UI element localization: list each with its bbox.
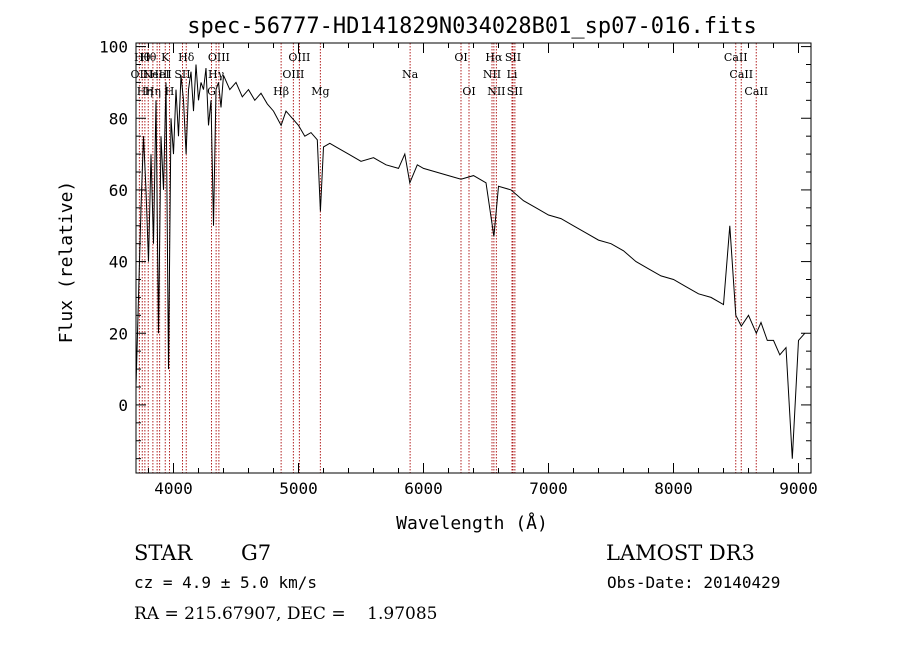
survey-name: LAMOST DR3: [606, 541, 755, 565]
coordinates: RA = 215.67907, DEC = 1.97085: [134, 604, 437, 624]
y-axis-ticks: 0 20 40 60 80 100: [99, 38, 811, 460]
y-tick-label: 0: [118, 396, 128, 415]
y-tick-label: 20: [109, 324, 128, 343]
line-marker-label: OIII: [208, 51, 230, 64]
line-marker-label: H: [165, 85, 175, 98]
plot-area: [136, 64, 806, 459]
axes-frame: [135, 42, 812, 474]
line-marker-label: Li: [507, 68, 518, 81]
line-marker-label: SII: [505, 51, 521, 64]
y-tick-label: 80: [109, 109, 128, 128]
line-marker-label: Hη: [137, 85, 153, 98]
line-marker-label: HeI: [149, 68, 169, 81]
y-tick-label: 100: [99, 38, 128, 57]
x-tick-label: 8000: [654, 479, 693, 498]
line-marker-label: OI: [462, 85, 475, 98]
x-tick-label: 4000: [154, 479, 193, 498]
spectrum-series-line: [136, 64, 806, 459]
line-marker-label: Hβ: [273, 85, 289, 98]
line-marker-label: Hη: [145, 85, 161, 98]
line-marker-label: CaII: [729, 68, 753, 81]
x-axis-label: Wavelength (Å): [396, 512, 548, 534]
line-marker-label: NeIII: [143, 68, 172, 81]
x-tick-label: 5000: [279, 479, 318, 498]
line-marker-label: Mg: [311, 85, 329, 98]
x-tick-label: 6000: [404, 479, 443, 498]
chart-title: spec-56777-HD141829N034028B01_sp07-016.f…: [187, 14, 757, 39]
line-marker-label: NII: [487, 85, 505, 98]
line-marker-label: Hδ: [178, 51, 195, 64]
y-tick-label: 40: [109, 253, 128, 272]
line-marker-label: SII: [507, 85, 523, 98]
line-marker-label: G: [207, 85, 216, 98]
redshift-cz: cz = 4.9 ± 5.0 km/s: [134, 573, 317, 592]
line-marker-label: Hθ: [134, 51, 151, 64]
obs-date: Obs-Date: 20140429: [607, 573, 780, 592]
object-type: STAR: [134, 541, 193, 565]
line-marker-label: Na: [402, 68, 419, 81]
x-tick-label: 9000: [779, 479, 818, 498]
line-marker-label: OII: [131, 68, 149, 81]
line-marker-label: OI: [454, 51, 467, 64]
line-marker-label: OIII: [282, 68, 304, 81]
y-axis-label: Flux (relative): [56, 181, 77, 344]
line-marker-label: SII: [174, 68, 190, 81]
line-marker-label: Hα: [485, 51, 503, 64]
x-tick-label: 7000: [529, 479, 568, 498]
line-marker-label: CaII: [724, 51, 748, 64]
y-tick-label: 60: [109, 181, 128, 200]
line-marker-label: Hθ: [140, 51, 157, 64]
line-marker-label: Hγ: [208, 68, 225, 81]
line-markers: [138, 43, 757, 473]
subclass: G7: [241, 541, 271, 565]
line-marker-label: CaII: [744, 85, 768, 98]
line-marker-label: NII: [483, 68, 501, 81]
line-marker-label: K: [161, 51, 170, 64]
x-axis-ticks: 4000 5000 6000 7000 8000 9000: [148, 43, 818, 498]
line-marker-label: OIII: [288, 51, 310, 64]
